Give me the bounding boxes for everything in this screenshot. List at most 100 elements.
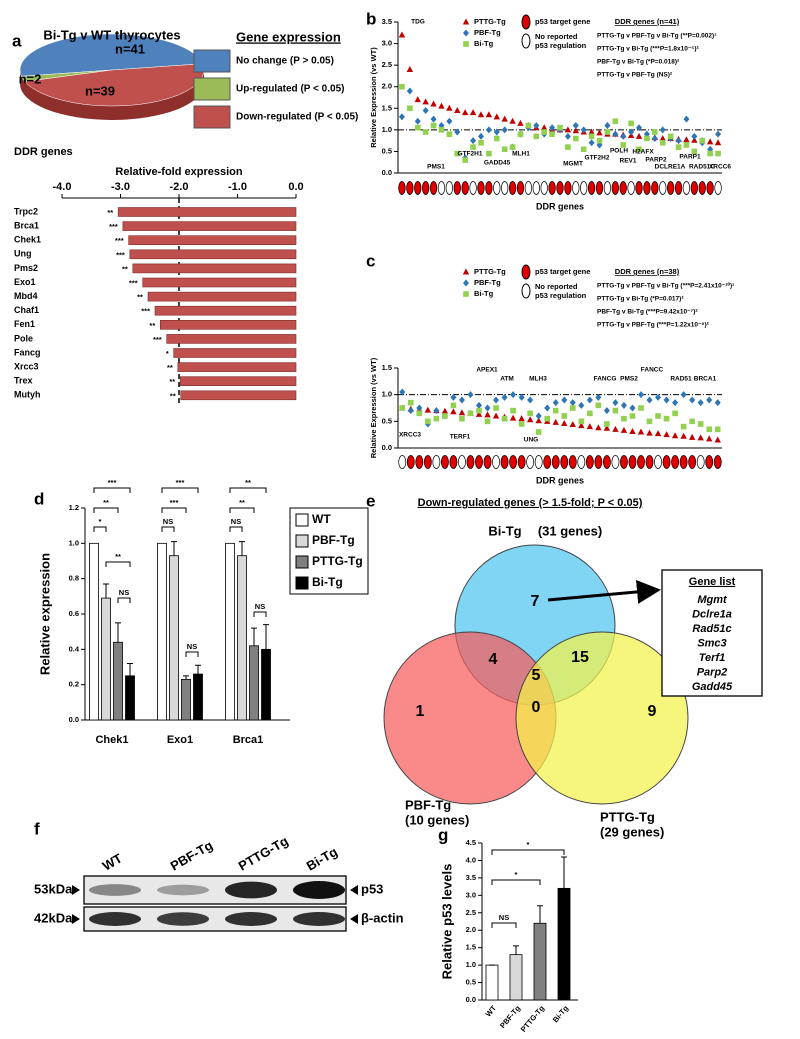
region-count: 15 — [571, 649, 589, 666]
point — [493, 396, 500, 404]
bar — [509, 954, 523, 1001]
point — [714, 139, 722, 146]
point — [654, 430, 662, 437]
point — [680, 391, 687, 399]
point — [714, 399, 721, 407]
legend-oval — [521, 14, 531, 30]
bar — [179, 376, 297, 387]
error-bar — [513, 945, 519, 955]
p53-oval — [453, 181, 461, 195]
point — [714, 426, 721, 433]
panel-letter: c — [366, 251, 375, 270]
point — [407, 399, 414, 406]
point — [446, 131, 453, 137]
point — [612, 425, 619, 432]
point — [433, 415, 440, 422]
category-label: Chek1 — [14, 235, 41, 245]
legend-frame — [289, 507, 369, 595]
gene-annotation: GADD45 — [484, 160, 511, 167]
point — [422, 106, 429, 114]
p53-oval — [458, 455, 466, 469]
gene-annotation: H2AFX — [632, 149, 654, 156]
error-bar — [537, 905, 543, 924]
point — [458, 409, 466, 416]
slice-label: n=2 — [19, 71, 42, 86]
point — [603, 424, 611, 431]
gene-annotation: APEX1 — [476, 367, 498, 374]
y-tick-label: 0.8 — [69, 574, 79, 583]
error-bar — [195, 664, 201, 675]
point — [463, 41, 469, 47]
point — [604, 122, 611, 130]
bar — [173, 348, 297, 358]
p53-oval — [635, 181, 643, 195]
significance-label: ** — [169, 377, 175, 386]
gene-annotation: RAD51C — [689, 164, 715, 171]
region-count: 4 — [489, 651, 498, 668]
legend-swatch — [295, 576, 309, 590]
gene-annotation: PARP1 — [679, 154, 701, 161]
point — [715, 130, 722, 138]
gene-annotation: BRCA1 — [694, 376, 717, 383]
point — [637, 428, 645, 435]
p53-oval — [414, 181, 422, 195]
point — [467, 391, 474, 399]
gene-name: Gadd45 — [692, 681, 733, 693]
bar — [101, 597, 111, 721]
point — [438, 122, 445, 130]
point — [612, 130, 619, 138]
point — [572, 127, 580, 134]
point — [476, 401, 482, 409]
gene-annotation: TERF1 — [450, 434, 471, 441]
y-tick-label: 3.0 — [466, 890, 476, 899]
y-tick-label: 4.5 — [466, 838, 476, 847]
point — [459, 415, 465, 422]
legend-oval — [521, 264, 531, 280]
sig-bracket — [491, 922, 517, 928]
gene-annotation: PMS2 — [620, 376, 638, 383]
point — [588, 139, 595, 147]
p53-oval — [585, 455, 594, 469]
point — [635, 132, 643, 139]
point — [561, 419, 568, 426]
lane-label: Bi-Tg — [304, 844, 340, 874]
y-tick-label: 1.0 — [69, 538, 79, 547]
point — [683, 142, 690, 148]
y-tick-label: 2.0 — [382, 82, 392, 91]
bar — [533, 922, 547, 1001]
p53-oval — [445, 181, 454, 195]
point — [646, 429, 653, 436]
p53-oval — [483, 455, 492, 469]
point — [414, 117, 421, 125]
gene-annotation: XRCC3 — [399, 432, 421, 439]
point — [636, 146, 642, 153]
category-label: Fen1 — [14, 319, 35, 329]
pie-title: Bi-Tg v WT thyrocytes — [43, 27, 180, 42]
point — [691, 132, 698, 140]
point — [478, 140, 484, 146]
legend-label: WT — [312, 512, 331, 526]
axis-title: Relative-fold expression — [115, 166, 242, 178]
p53-oval — [602, 455, 611, 469]
sig-bracket — [491, 849, 565, 855]
x-tick-label: Brca1 — [233, 734, 264, 746]
point — [501, 146, 508, 153]
blot-band — [293, 881, 345, 899]
p53-oval — [611, 455, 620, 469]
y-tick-label: 0.0 — [466, 995, 476, 1004]
p53-oval — [706, 181, 714, 195]
p53-oval — [645, 455, 654, 469]
point — [425, 418, 431, 425]
point — [430, 115, 437, 123]
size-arrow — [72, 914, 80, 924]
point — [477, 132, 484, 140]
category-label: Fancg — [14, 347, 41, 357]
y-tick-label: 3.0 — [382, 39, 392, 48]
p53-oval — [532, 181, 540, 195]
category-label: Ung — [14, 249, 32, 259]
sig-label: NS — [499, 913, 509, 922]
point — [407, 407, 414, 415]
point — [533, 133, 540, 140]
y-tick-label: 4.0 — [466, 855, 476, 864]
p53-oval — [560, 455, 569, 469]
